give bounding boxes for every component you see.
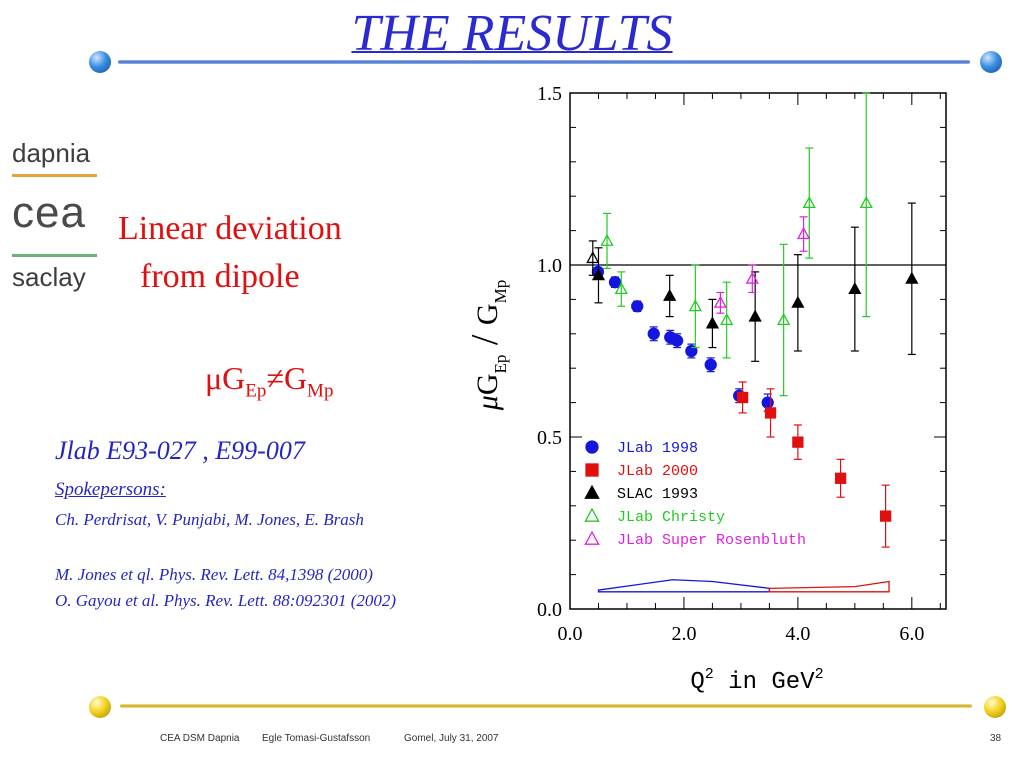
data-point xyxy=(796,226,811,240)
x-tick-label: 0.0 xyxy=(558,623,583,645)
axis-ticks: 0.0 2.0 4.0 6.0 0.0 0.5 1.0 1.5 xyxy=(537,83,946,645)
reference-2: O. Gayou et al. Phys. Rev. Lett. 88:0923… xyxy=(55,591,397,610)
slide-title: THE RESULTS xyxy=(351,5,673,62)
y-label-mu: μ xyxy=(471,395,504,411)
y-label-g: G xyxy=(471,374,504,396)
reference-1: M. Jones et ql. Phys. Rev. Lett. 84,1398… xyxy=(55,565,373,584)
x-tick-label: 6.0 xyxy=(899,623,924,645)
spokespersons-names: Ch. Perdrisat, V. Punjabi, M. Jones, E. … xyxy=(55,510,364,529)
x-label-q: Q xyxy=(690,669,704,696)
plot-border xyxy=(569,92,947,610)
data-point xyxy=(600,233,614,246)
data-point xyxy=(748,309,762,322)
data-point xyxy=(608,276,622,289)
x-tick-label: 2.0 xyxy=(671,623,696,645)
systematic-band xyxy=(768,580,890,593)
formula-g2: G xyxy=(283,360,308,396)
experiment-label: Jlab E93-027 , E99-007 xyxy=(55,436,305,465)
data-point xyxy=(792,436,804,448)
systematic-bands xyxy=(597,579,890,593)
logo-green-line xyxy=(12,254,97,257)
formula-g: G xyxy=(222,360,246,396)
y-axis-label: μGEp / GMp xyxy=(464,280,510,411)
data-point xyxy=(663,288,677,301)
data-point xyxy=(791,295,805,308)
data-point xyxy=(905,271,919,284)
legend-entry: SLAC 1993 xyxy=(617,486,698,503)
data-point xyxy=(859,195,873,209)
top-right-ball-icon xyxy=(980,51,1002,73)
data-point xyxy=(879,510,892,522)
ratio-formula: μGEp≠GMp xyxy=(205,360,333,402)
legend-marker xyxy=(584,530,600,545)
logo-saclay-text: saclay xyxy=(12,262,86,292)
data-point xyxy=(834,472,847,484)
data-point xyxy=(631,300,644,313)
logo-dapnia-text: dapnia xyxy=(12,138,91,168)
data-point xyxy=(688,299,702,312)
linear-deviation-line1: Linear deviation xyxy=(118,210,342,247)
formula-mu: μ xyxy=(205,360,223,396)
data-point xyxy=(802,195,816,209)
formula-sub-ep: Ep xyxy=(245,380,267,402)
logo-orange-line xyxy=(12,174,97,177)
plot-frame xyxy=(569,92,947,610)
data-point xyxy=(777,312,791,326)
data-point xyxy=(764,407,777,419)
data-point xyxy=(591,268,606,281)
footer-author: Egle Tomasi-Gustafsson xyxy=(262,733,371,744)
formula-sub-mp: Mp xyxy=(307,380,334,402)
legend-entry: JLab 2000 xyxy=(617,463,698,480)
systematic-band xyxy=(597,579,771,593)
data-point xyxy=(761,396,774,409)
footer-page-number: 38 xyxy=(990,733,1002,744)
data-point xyxy=(848,281,862,295)
data-point xyxy=(720,312,734,326)
bottom-left-ball-icon xyxy=(89,696,111,718)
y-tick-label: 1.0 xyxy=(537,255,562,277)
logo-cea-text: cea xyxy=(12,188,86,237)
data-point xyxy=(736,391,749,404)
legend-entry: JLab 1998 xyxy=(617,440,698,457)
x-tick-label: 4.0 xyxy=(785,623,810,645)
legend-marker xyxy=(585,463,599,477)
y-label-sub-mp: Mp xyxy=(491,280,510,304)
top-divider xyxy=(118,60,970,64)
legend: JLab 1998 JLab 2000 SLAC 1993 JLab Christy J… xyxy=(584,440,806,549)
linear-deviation-line2: from dipole xyxy=(140,258,300,295)
x-label-sup: 2 xyxy=(705,666,714,683)
x-label-sup2: 2 xyxy=(815,666,824,683)
y-label-g2: G xyxy=(471,303,504,325)
footer-org: CEA DSM Dapnia xyxy=(160,733,240,744)
y-tick-label: 0.5 xyxy=(537,427,562,449)
data-point xyxy=(614,281,628,295)
bottom-divider xyxy=(120,704,972,708)
bottom-right-ball-icon xyxy=(984,696,1006,718)
spokespersons-label: Spokepersons: xyxy=(55,479,166,500)
data-point xyxy=(713,295,727,308)
data-points xyxy=(586,92,919,548)
legend-marker xyxy=(585,440,599,454)
y-label-sub-ep: Ep xyxy=(491,355,510,374)
footer-place-date: Gomel, July 31, 2007 xyxy=(404,733,499,744)
data-point xyxy=(685,344,698,358)
x-label-mid: in GeV xyxy=(714,669,815,696)
x-axis-label: Q2 in GeV2 xyxy=(690,666,823,696)
data-point xyxy=(745,271,759,284)
legend-entry: JLab Super Rosenbluth xyxy=(617,532,806,549)
data-point xyxy=(705,316,720,329)
legend-marker xyxy=(584,507,600,522)
data-point xyxy=(704,358,717,371)
legend-entry: JLab Christy xyxy=(617,509,725,526)
y-tick-label: 0.0 xyxy=(537,599,562,621)
legend-marker xyxy=(584,484,600,499)
data-point xyxy=(586,251,600,264)
formula-neq: ≠ xyxy=(266,360,284,396)
y-tick-label: 1.5 xyxy=(537,83,562,105)
data-point xyxy=(670,334,684,347)
data-point xyxy=(647,327,660,340)
top-left-ball-icon xyxy=(89,51,111,73)
